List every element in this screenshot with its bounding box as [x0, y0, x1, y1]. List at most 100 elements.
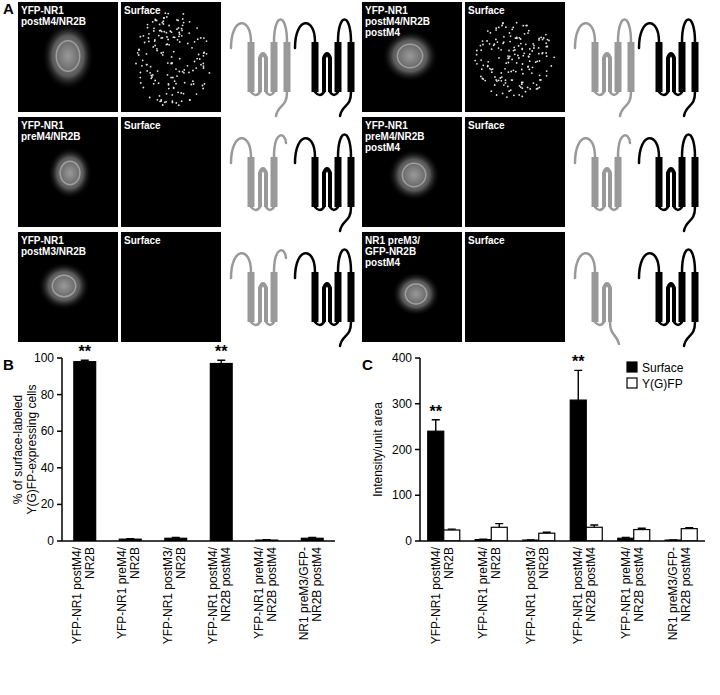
text-line: GFP-NR2B	[365, 246, 416, 257]
image-row: YFP-NR1preM4/NR2BpostM4Surface	[362, 117, 695, 231]
surface-puncta	[146, 70, 148, 72]
surface-puncta	[194, 61, 196, 63]
surface-puncta	[147, 27, 149, 29]
legend-swatch	[627, 378, 637, 388]
surface-puncta	[173, 51, 175, 53]
chart: C0100200300400Intensity/unit areaYFP-NR1…	[362, 351, 705, 644]
cell	[392, 272, 440, 316]
text-line: 0	[47, 534, 54, 548]
surface-puncta	[181, 35, 183, 37]
surface-puncta	[167, 62, 169, 64]
surface-puncta	[152, 74, 154, 76]
error-bar	[495, 524, 503, 528]
category-label: YFP-NR1 postM4/NR2B	[429, 546, 456, 644]
text-line: NR2B	[442, 547, 456, 579]
category-label: YFP-NR1 postM4/NR2B postM4	[206, 546, 233, 644]
topology-loop	[610, 322, 619, 344]
topology-loop	[610, 207, 618, 210]
text-line: 80	[41, 388, 55, 402]
surface-puncta	[197, 38, 199, 40]
surface-puncta	[209, 72, 211, 74]
surface-puncta	[192, 70, 194, 72]
surface-puncta	[510, 89, 512, 91]
surface-puncta	[171, 56, 173, 58]
surface-puncta	[163, 17, 165, 19]
category-label: NR1 preM3/GFP-NR2B postM4	[666, 547, 693, 641]
text-line: postM4/NR2B	[21, 16, 86, 27]
bar	[586, 527, 602, 541]
surface-puncta	[521, 82, 523, 84]
error-bar	[217, 360, 225, 363]
surface-puncta	[503, 84, 505, 86]
text-line: C	[362, 356, 373, 373]
transmembrane-segment	[312, 42, 319, 92]
text-line: % of surface-labeled	[11, 395, 25, 504]
text-line: YFP-NR1 postM4/	[571, 546, 585, 644]
surface-puncta	[171, 94, 173, 96]
surface-puncta	[516, 37, 518, 39]
text-line: YFP-NR1 postM4/	[206, 546, 220, 644]
surface-puncta	[144, 42, 146, 44]
surface-puncta	[203, 65, 205, 67]
surface-puncta	[511, 79, 513, 81]
surface-image	[121, 117, 221, 227]
text-line: NR2B	[83, 547, 97, 579]
surface-puncta	[539, 87, 541, 89]
surface-puncta	[190, 84, 192, 86]
surface-puncta	[518, 94, 520, 96]
surface-puncta	[510, 35, 512, 37]
transmembrane-segment	[348, 157, 355, 207]
transmembrane-segment	[679, 42, 686, 92]
bar	[539, 533, 555, 541]
surface-puncta	[505, 79, 507, 81]
surface-puncta	[203, 52, 205, 54]
surface-puncta	[516, 37, 518, 39]
topology-loop	[330, 207, 338, 210]
surface-puncta	[168, 84, 170, 86]
transmembrane-segment	[260, 169, 266, 207]
surface-puncta	[162, 51, 164, 53]
error-bar	[479, 538, 487, 540]
text-line: NR2B	[537, 547, 551, 579]
surface-puncta	[168, 44, 170, 46]
error-bar	[448, 528, 456, 530]
surface-puncta	[525, 43, 527, 45]
topology-loop	[659, 92, 668, 95]
surface-puncta	[543, 37, 545, 39]
surface-puncta	[528, 30, 530, 32]
chart: B020406080100% of surface-labeledY(G)FP-…	[3, 343, 335, 644]
surface-puncta	[491, 48, 493, 50]
surface-puncta	[508, 57, 510, 59]
surface-puncta	[546, 70, 548, 72]
surface-puncta	[501, 25, 503, 27]
surface-puncta	[487, 66, 489, 68]
surface-puncta	[189, 99, 191, 101]
surface-puncta	[196, 27, 198, 29]
surface-puncta	[189, 99, 191, 101]
surface-puncta	[135, 63, 137, 65]
surface-puncta	[545, 42, 547, 44]
surface-puncta	[548, 40, 550, 42]
surface-puncta	[487, 30, 489, 32]
text-line: NR2B	[128, 547, 142, 579]
surface-puncta	[140, 72, 142, 74]
surface-puncta	[529, 60, 531, 62]
surface-puncta	[502, 93, 504, 95]
cell	[48, 147, 92, 199]
x-axis	[420, 540, 705, 542]
surface-puncta	[503, 41, 505, 43]
text-line: NR1 preM3/GFP-	[666, 547, 680, 640]
text-line: Surface	[468, 120, 505, 131]
surface-puncta	[138, 49, 140, 51]
surface-puncta	[182, 18, 184, 20]
error-bar	[81, 360, 89, 361]
surface-puncta	[487, 65, 489, 67]
topology-loop	[274, 135, 286, 157]
tick-label: 200	[392, 443, 412, 457]
surface-puncta	[193, 83, 195, 85]
topology-loop	[340, 92, 351, 116]
surface-puncta	[511, 59, 513, 61]
topology-loop	[251, 322, 260, 325]
surface-puncta	[183, 72, 185, 74]
surface-puncta	[512, 27, 514, 29]
